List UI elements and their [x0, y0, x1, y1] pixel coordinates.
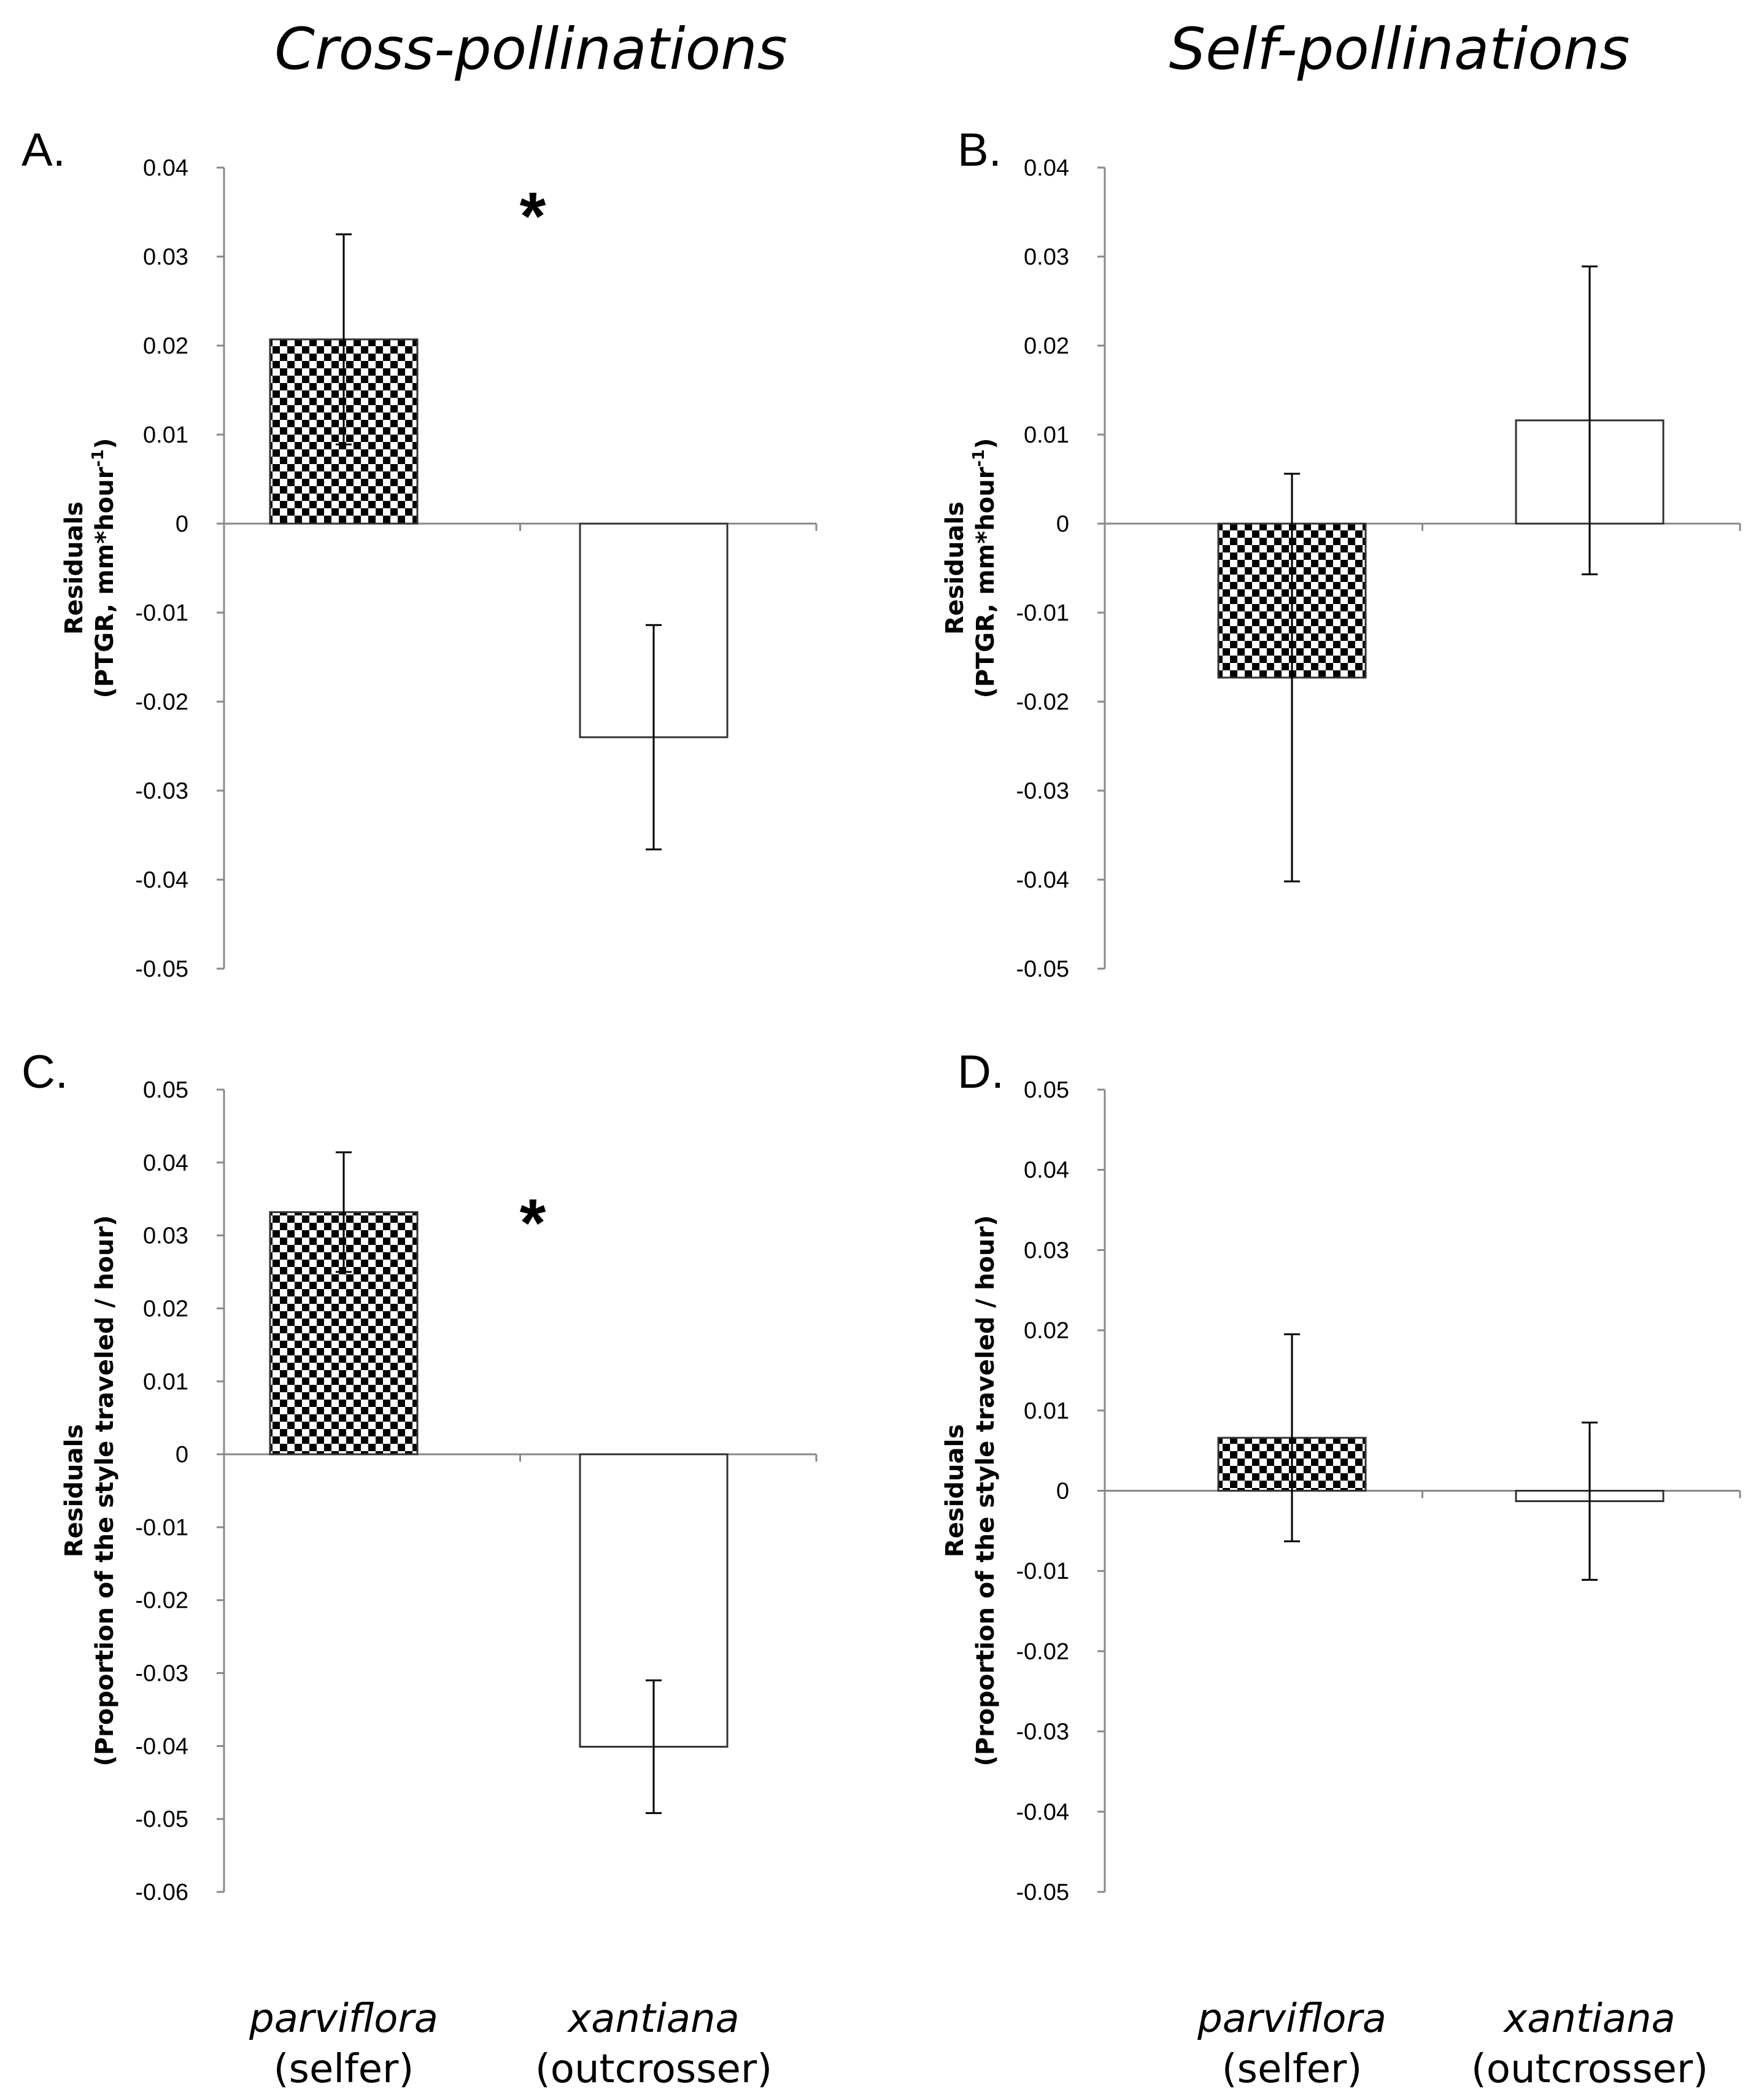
y-axis-label-close: ) [91, 438, 119, 449]
y-axis-label-line1: Residuals [60, 1424, 88, 1557]
y-axis-label-line2: (PTGR, mm*hour [972, 467, 1000, 698]
y-tick-label: -0.02 [135, 1588, 188, 1614]
y-axis-label: Residuals (PTGR, mm*hour-1) [941, 438, 1000, 699]
y-tick-label: -0.01 [1016, 1559, 1069, 1584]
y-axis-label-line2: (Proportion of the style traveled / hour… [972, 1215, 1000, 1766]
y-axis-label-line1: Residuals [941, 1424, 969, 1557]
category-sub-selfer-left: (selfer) [274, 2047, 414, 2092]
y-axis-label: Residuals (PTGR, mm*hour-1) [60, 438, 119, 699]
y-tick-label: -0.05 [135, 1807, 188, 1832]
y-tick-label: -0.02 [135, 689, 188, 715]
y-tick-label: 0.03 [143, 244, 188, 270]
y-tick-label: -0.02 [1016, 689, 1069, 715]
y-axis-label: Residuals (Proportion of the style travel… [941, 1215, 1000, 1766]
significance-asterisk: * [520, 179, 546, 254]
panel-letter-b: B. [957, 124, 1002, 176]
y-tick-label: 0.05 [143, 1077, 188, 1103]
y-tick-label: -0.05 [135, 956, 188, 982]
y-axis-label-line2: (PTGR, mm*hour [91, 467, 119, 698]
y-axis-label: Residuals (Proportion of the style travel… [60, 1215, 119, 1766]
y-tick-label: -0.04 [135, 867, 188, 893]
y-tick-label: 0.02 [143, 1296, 188, 1322]
y-tick-label: 0 [1056, 1479, 1069, 1505]
y-axis-label-superscript: -1 [970, 449, 988, 467]
y-tick-label: -0.04 [135, 1734, 188, 1759]
y-tick-label: 0 [176, 511, 188, 537]
y-tick-label: 0.01 [1024, 1398, 1069, 1424]
y-tick-label: 0.02 [1024, 1318, 1069, 1344]
y-tick-label: -0.03 [1016, 1719, 1069, 1745]
y-tick-label: 0.03 [1024, 1238, 1069, 1263]
y-tick-label: 0.02 [1024, 333, 1069, 359]
category-sub-outcrosser-right: (outcrosser) [1471, 2047, 1708, 2092]
y-tick-label: 0.04 [143, 1150, 188, 1176]
y-tick-label: -0.03 [135, 1661, 188, 1687]
category-sub-selfer-right: (selfer) [1222, 2047, 1363, 2092]
panel-c-chart: C. 0.05 0.04 0.03 0.02 0.01 0 -0.01 -0.02 -0.03 -0… [21, 1046, 818, 1905]
category-label-xantiana-right: xantiana [1502, 1996, 1676, 2042]
y-axis-label-close: ) [972, 438, 1000, 449]
panel-a-chart: A. 0.04 0.03 0.02 0.01 0 -0.01 -0.02 -0.03 -0.04 -… [21, 124, 818, 982]
panel-letter-a: A. [21, 124, 66, 176]
category-label-xantiana-left: xantiana [567, 1996, 740, 2042]
y-tick-label: -0.06 [135, 1880, 188, 1905]
y-axis-label-line1: Residuals [941, 502, 969, 635]
y-tick-label: -0.01 [135, 600, 188, 626]
y-tick-label: 0 [176, 1442, 188, 1468]
y-axis-label-superscript: -1 [89, 449, 107, 467]
y-tick-label: 0.02 [143, 333, 188, 359]
y-axis-label-line2: (Proportion of the style traveled / hour… [91, 1215, 119, 1766]
column-title-self: Self-pollinations [1169, 16, 1630, 83]
panel-letter-c: C. [21, 1046, 68, 1098]
y-axis-label-line1: Residuals [60, 502, 88, 635]
y-tick-label: 0.04 [1024, 155, 1069, 181]
significance-asterisk: * [520, 1185, 546, 1261]
y-tick-label: 0.04 [143, 155, 188, 181]
y-tick-label: -0.05 [1016, 956, 1069, 982]
category-sub-outcrosser-left: (outcrosser) [535, 2047, 772, 2092]
panel-b-chart: B. 0.04 0.03 0.02 0.01 0 -0.01 -0.02 -0.03 -0.04 -… [941, 124, 1741, 982]
y-tick-label: -0.03 [135, 778, 188, 804]
y-tick-label: -0.04 [1016, 867, 1069, 893]
y-tick-label: -0.04 [1016, 1799, 1069, 1825]
y-tick-label: -0.05 [1016, 1880, 1069, 1905]
column-title-cross: Cross-pollinations [274, 16, 787, 83]
category-label-parviflora-right: parviflora [1197, 1996, 1386, 2042]
y-tick-label: 0.01 [143, 422, 188, 448]
y-tick-label: -0.02 [1016, 1639, 1069, 1665]
y-tick-label: -0.01 [1016, 600, 1069, 626]
y-tick-label: -0.03 [1016, 778, 1069, 804]
y-tick-label: 0.05 [1024, 1077, 1069, 1103]
y-tick-label: 0 [1056, 511, 1069, 537]
y-tick-label: 0.01 [143, 1369, 188, 1395]
y-tick-label: 0.04 [1024, 1158, 1069, 1184]
panel-d-chart: D. 0.05 0.04 0.03 0.02 0.01 0 -0.01 -0.02 -0.03 -0… [941, 1046, 1741, 1905]
y-tick-label: 0.01 [1024, 422, 1069, 448]
y-tick-label: 0.03 [1024, 244, 1069, 270]
y-tick-label: -0.01 [135, 1515, 188, 1541]
category-label-parviflora-left: parviflora [249, 1996, 438, 2042]
y-tick-label: 0.03 [143, 1223, 188, 1249]
panel-letter-d: D. [957, 1046, 1004, 1098]
